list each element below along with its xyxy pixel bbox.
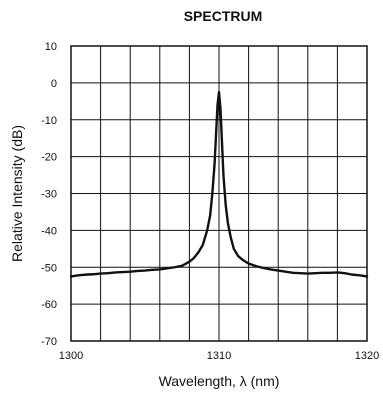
y-tick-label: -60: [41, 299, 57, 311]
y-axis-ticks: 10 0 -10 -20 -30 -40 -50 -60 -70: [41, 41, 57, 348]
x-axis-label: Wavelength, λ (nm): [159, 373, 280, 389]
x-tick-label: 1310: [207, 350, 231, 362]
x-tick-label: 1300: [59, 350, 83, 362]
plot-frame: [70, 45, 368, 342]
y-tick-label: -20: [41, 152, 57, 164]
spectrum-line: [69, 90, 369, 278]
y-tick-label: 10: [45, 41, 57, 53]
y-tick-label: -10: [41, 115, 57, 127]
chart-title: SPECTRUM: [184, 8, 263, 24]
x-tick-label: 1320: [355, 350, 379, 362]
y-tick-label: 0: [51, 78, 57, 90]
grid: [70, 45, 368, 342]
y-tick-label: -70: [41, 336, 57, 348]
x-axis-ticks: 1300 1310 1320: [59, 350, 379, 362]
y-tick-label: -40: [41, 225, 57, 237]
y-tick-label: -50: [41, 262, 57, 274]
y-tick-label: -30: [41, 189, 57, 201]
y-axis-label: Relative Intensity (dB): [9, 125, 25, 262]
